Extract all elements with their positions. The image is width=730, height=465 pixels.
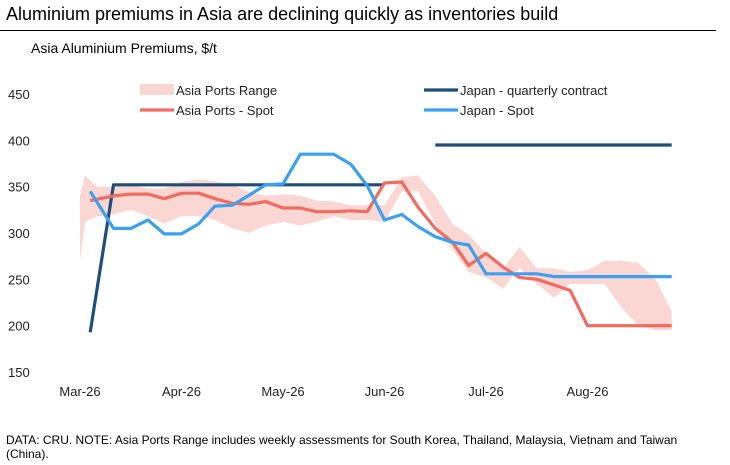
y-tick-label: 400 <box>8 133 30 148</box>
y-tick-label: 250 <box>8 272 30 287</box>
asia-ports-spot-line <box>89 180 672 328</box>
legend-label-asia-ports-spot: Asia Ports - Spot <box>176 103 274 118</box>
y-tick-label: 350 <box>8 180 30 195</box>
x-tick-label: Jul-26 <box>468 384 503 399</box>
title-rule <box>0 30 716 31</box>
y-tick-label: 200 <box>8 319 30 334</box>
chart-title: Asia Aluminium Premiums, $/t <box>31 40 217 56</box>
japan-spot-line <box>88 152 672 279</box>
x-tick-label: Apr-26 <box>162 384 201 399</box>
x-tick-label: Jun-26 <box>365 384 405 399</box>
japan-quarterly-contract-line-1 <box>88 183 385 333</box>
y-tick-label: 450 <box>8 87 30 102</box>
y-tick-label: 300 <box>8 226 30 241</box>
legend-swatch-asia-ports-range <box>140 84 174 95</box>
legend-label-japan-quarterly-contract: Japan - quarterly contract <box>460 83 608 98</box>
legend-label-japan-spot: Japan - Spot <box>460 103 534 118</box>
y-tick-label: 150 <box>8 365 30 380</box>
page-title: Aluminium premiums in Asia are declining… <box>6 4 559 24</box>
legend-label-asia-ports-range: Asia Ports Range <box>176 83 277 98</box>
x-tick-label: May-26 <box>261 384 304 399</box>
x-tick-label: Mar-26 <box>59 384 100 399</box>
source-note: DATA: CRU. NOTE: Asia Ports Range includ… <box>6 433 678 461</box>
asia-ports-range-band <box>80 175 672 331</box>
x-tick-label: Aug-26 <box>567 384 609 399</box>
